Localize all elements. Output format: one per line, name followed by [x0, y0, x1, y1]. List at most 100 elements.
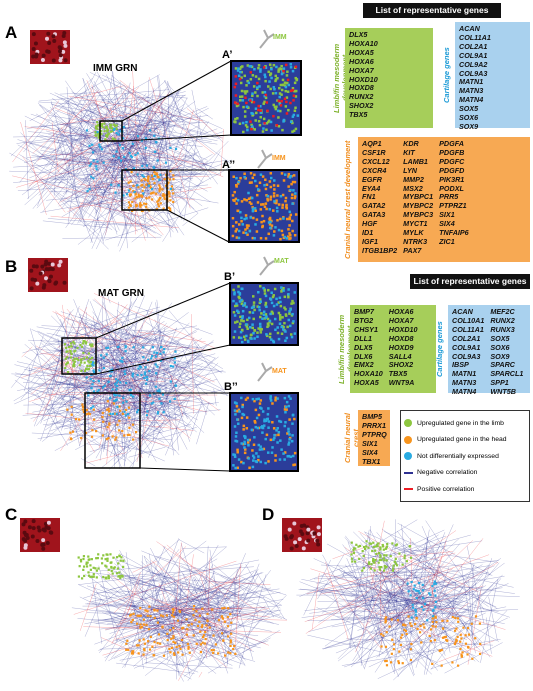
network-node: [418, 592, 421, 595]
network-node: [114, 383, 117, 386]
network-node: [151, 346, 155, 349]
network-edge: [28, 141, 88, 159]
legend-label: Upregulated gene in the limb: [417, 419, 504, 427]
inset-node: [283, 408, 287, 411]
network-node: [92, 573, 95, 576]
inset-node: [252, 459, 255, 462]
gene-name: SIX1: [362, 438, 378, 448]
network-edge: [83, 356, 219, 461]
network-node: [193, 605, 196, 608]
network-node: [113, 394, 116, 397]
network-edge: [62, 304, 76, 387]
network-node: [171, 611, 175, 614]
network-edge: [86, 73, 132, 147]
network-node: [136, 411, 139, 414]
network-node: [86, 190, 89, 193]
inset-node: [293, 89, 297, 93]
inset-node: [270, 67, 273, 71]
network-node: [145, 205, 148, 208]
network-node: [434, 606, 437, 609]
inset-node: [286, 70, 289, 73]
inset-node: [252, 85, 256, 88]
network-node: [395, 564, 399, 567]
network-node: [145, 623, 148, 626]
network-node: [166, 638, 169, 642]
gene-name: MATN4: [452, 387, 477, 397]
network-edge: [21, 346, 33, 358]
network-edge: [152, 88, 179, 147]
inset-node: [245, 125, 249, 129]
network-edge: [30, 342, 130, 442]
network-node: [118, 130, 121, 133]
inset-node: [289, 174, 293, 178]
inset-node: [280, 88, 284, 92]
network-edge: [47, 343, 111, 351]
network-edge: [113, 546, 187, 613]
network-edge: [235, 563, 241, 649]
network-node: [174, 147, 178, 150]
inset-node: [257, 327, 260, 330]
network-edge: [83, 626, 282, 633]
inset-node: [290, 439, 294, 443]
tissue-cell: [316, 525, 321, 530]
network-node: [390, 618, 393, 621]
inset-node: [294, 65, 298, 69]
network-node: [70, 438, 73, 441]
inset-node: [240, 287, 243, 290]
network-node: [164, 161, 168, 164]
network-edge: [134, 91, 148, 180]
network-edge: [344, 537, 453, 668]
inset-node: [254, 91, 257, 94]
inset-node: [250, 100, 254, 104]
network-edge: [107, 295, 111, 304]
network-edge: [392, 576, 437, 639]
network-node: [416, 627, 419, 631]
inset-node: [239, 176, 242, 180]
network-edge: [197, 605, 266, 658]
tissue-cell: [33, 278, 38, 283]
inset-node: [275, 199, 278, 202]
limb-icon: [259, 256, 275, 276]
network-edge: [46, 373, 144, 454]
network-edge: [346, 638, 493, 646]
inset-node: [272, 85, 276, 89]
network-edge: [151, 99, 181, 122]
network-edge: [125, 552, 144, 669]
network-node: [79, 558, 83, 561]
network-node: [144, 178, 147, 181]
inset-node: [240, 298, 243, 302]
inset-node: [291, 299, 294, 303]
network-edge: [55, 312, 79, 354]
network-node: [185, 618, 188, 621]
network-edge: [103, 386, 117, 452]
network-edge: [234, 611, 267, 655]
inset-node: [237, 285, 240, 288]
network-node: [108, 410, 111, 413]
network-node: [73, 357, 76, 360]
network-node: [107, 346, 110, 349]
network-node: [144, 137, 148, 140]
inset-node: [233, 291, 236, 294]
network-edge: [9, 152, 156, 234]
network-edge: [213, 564, 245, 591]
network-node: [162, 615, 165, 618]
network-node: [384, 645, 388, 648]
inset-node: [238, 99, 242, 102]
inset-node: [287, 395, 291, 398]
network-node: [109, 553, 112, 556]
network-node: [114, 438, 117, 441]
network-edge: [181, 540, 207, 560]
limb-icon: [259, 29, 275, 49]
legend-marker: [404, 419, 412, 428]
inset-node: [289, 308, 292, 311]
gene-name: COL2A1: [459, 41, 488, 51]
inset-node: [265, 183, 269, 187]
network-node: [170, 614, 174, 617]
network-edge: [154, 621, 261, 649]
network-edge: [303, 559, 331, 616]
inset-node: [244, 214, 248, 217]
inset-node: [266, 413, 270, 416]
network-edge: [74, 79, 108, 98]
inset-node: [242, 130, 245, 134]
inset-node: [235, 202, 238, 205]
